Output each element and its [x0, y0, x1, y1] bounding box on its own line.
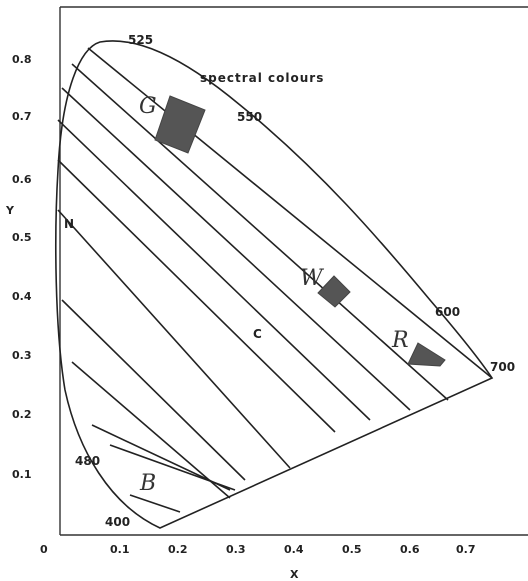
region-label-red: R — [391, 328, 409, 353]
y-tick-label: 0.5 — [12, 231, 32, 244]
y-tick-label: 0.1 — [12, 468, 32, 481]
constant-line — [57, 119, 371, 421]
wavelength-label-400: 400 — [105, 515, 130, 529]
constant-line — [71, 361, 231, 499]
region-red — [407, 342, 446, 367]
y-tick-labels: 0.1 0.2 0.3 0.4 0.5 0.6 0.7 0.8 — [12, 53, 32, 481]
constant-line — [129, 494, 181, 513]
constant-line — [61, 299, 246, 481]
x-tick-labels: 0 0.1 0.2 0.3 0.4 0.5 0.6 0.7 — [40, 543, 476, 556]
y-tick-label: 0.4 — [12, 290, 32, 303]
region-white — [317, 275, 351, 308]
region-green — [154, 95, 206, 154]
constant-line — [57, 209, 291, 469]
y-axis-title: Y — [5, 204, 15, 217]
y-tick-label: 0.3 — [12, 349, 32, 362]
constant-line — [61, 87, 411, 411]
spectral-locus — [55, 40, 494, 529]
point-label-c: C — [253, 327, 263, 341]
constant-line — [87, 47, 493, 379]
x-tick-label: 0.2 — [168, 543, 188, 556]
wavelength-label-550: 550 — [237, 110, 262, 124]
x-tick-label: 0.4 — [284, 543, 304, 556]
x-tick-label: 0.7 — [456, 543, 476, 556]
wavelength-label-525: 525 — [128, 33, 153, 47]
x-tick-label: 0 — [40, 543, 48, 556]
constant-lines — [57, 47, 493, 513]
wavelength-label-480: 480 — [75, 454, 100, 468]
wavelength-label-600: 600 — [435, 305, 460, 319]
wavelength-label-700: 700 — [490, 360, 515, 374]
constant-line — [109, 444, 236, 491]
x-tick-label: 0.3 — [226, 543, 246, 556]
region-label-green: G — [139, 94, 157, 119]
y-tick-label: 0.2 — [12, 408, 32, 421]
region-label-white: W — [300, 266, 325, 291]
constant-line — [71, 63, 449, 401]
x-tick-label: 0.5 — [342, 543, 362, 556]
x-tick-label: 0.6 — [400, 543, 420, 556]
point-label-n: N — [64, 217, 75, 231]
y-tick-label: 0.8 — [12, 53, 32, 66]
region-label-blue: B — [139, 471, 156, 496]
y-tick-label: 0.6 — [12, 173, 32, 186]
spectral-colours-label: spectral colours — [200, 71, 324, 85]
x-tick-label: 0.1 — [110, 543, 130, 556]
x-axis-title: X — [290, 568, 299, 581]
constant-line — [57, 159, 336, 433]
y-tick-label: 0.7 — [12, 110, 32, 123]
